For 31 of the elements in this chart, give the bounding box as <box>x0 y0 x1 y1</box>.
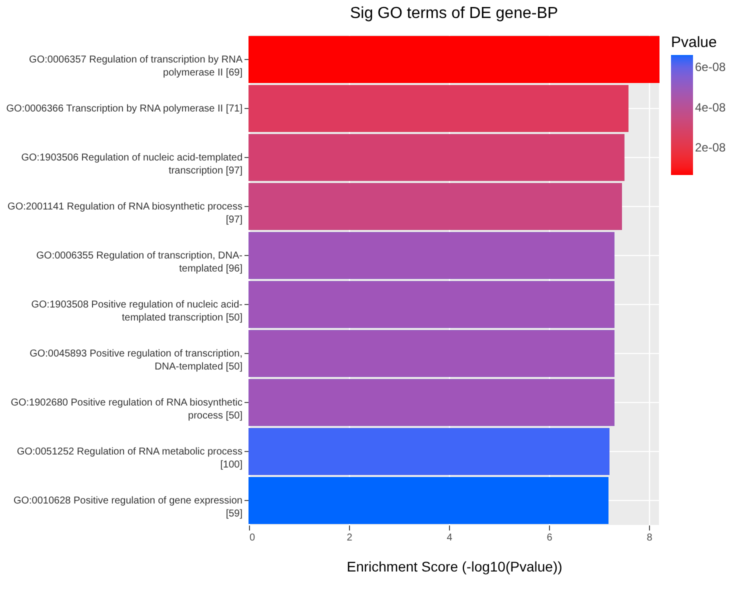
y-tick-label: GO:0006357 Regulation of transcription by RNA polymerase II [69] <box>29 54 243 78</box>
bar <box>248 182 622 230</box>
bar <box>248 232 614 280</box>
x-axis-title: Enrichment Score (-log10(Pvalue)) <box>346 558 562 574</box>
y-tick-label: GO:0006355 Regulation of transcription, DNA-templated [96] <box>36 250 243 274</box>
bar <box>248 36 660 84</box>
bar <box>248 428 610 476</box>
x-tick-label: 4 <box>446 532 453 544</box>
x-tick-label: 2 <box>346 532 353 544</box>
bar <box>248 84 628 132</box>
y-tick-label: GO:0006366 Transcription by RNA polymerase II [71] <box>6 104 243 114</box>
chart-title: Sig GO terms of DE gene-BP <box>350 5 558 22</box>
y-tick-label: GO:2001141 Regulation of RNA biosynthetic process [97] <box>8 202 243 226</box>
color-bar-label: 4e-08 <box>695 100 726 114</box>
color-bar-title: Pvalue <box>671 34 717 51</box>
x-tick-label: 6 <box>546 532 553 544</box>
y-tick-label: GO:1903508 Positive regulation of nucleic acid-templated transcription [50] <box>31 300 243 324</box>
color-bar-label: 2e-08 <box>695 140 726 154</box>
y-tick-label: GO:1902680 Positive regulation of RNA biosynthetic process [50] <box>10 398 243 422</box>
y-tick-label: GO:0045893 Positive regulation of transcription, DNA-templated [50] <box>30 348 243 372</box>
bar <box>248 330 614 378</box>
bar <box>248 280 614 328</box>
bar <box>248 134 624 182</box>
y-tick-label: GO:0051252 Regulation of RNA metabolic process [100] <box>16 446 243 470</box>
bar <box>248 476 608 524</box>
color-bar-label: 6e-08 <box>695 60 726 74</box>
x-tick-label: 0 <box>250 532 256 544</box>
bar <box>248 378 614 426</box>
x-tick-label: 8 <box>646 532 653 544</box>
y-tick-label: GO:1903506 Regulation of nucleic acid-templated transcription [97] <box>21 152 243 176</box>
y-tick-label: GO:0010628 Positive regulation of gene expression [59] <box>13 496 243 520</box>
